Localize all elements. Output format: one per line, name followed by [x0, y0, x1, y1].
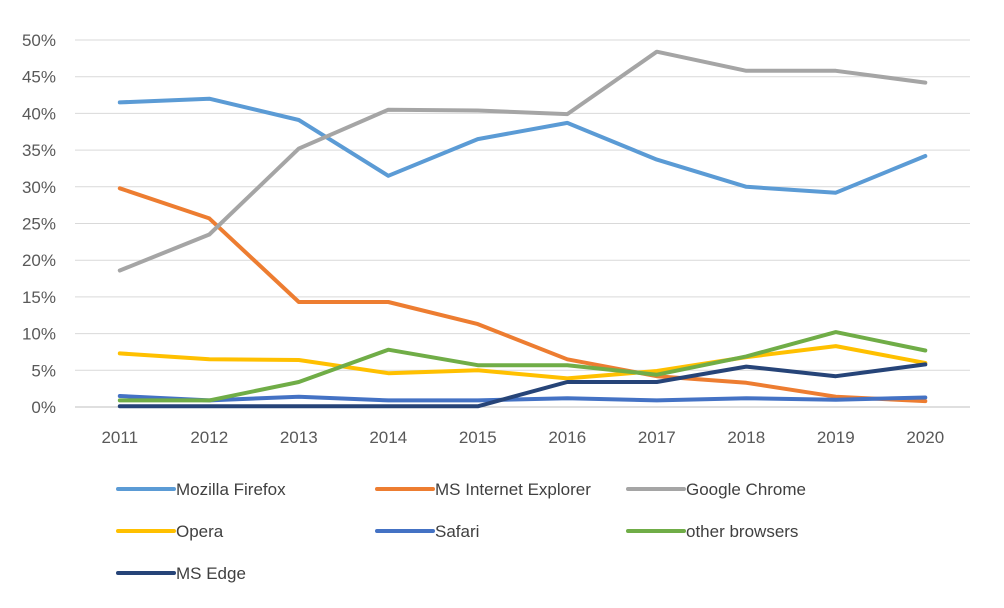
series-line-opera — [117, 344, 928, 381]
y-tick-label: 0% — [31, 398, 56, 417]
legend-item: MS Internet Explorer — [375, 480, 591, 499]
x-tick-label: 2019 — [817, 428, 855, 447]
x-tick-label: 2015 — [459, 428, 497, 447]
legend-label: MS Internet Explorer — [435, 480, 591, 499]
x-tick-label: 2018 — [727, 428, 765, 447]
x-tick-label: 2012 — [190, 428, 228, 447]
series-line-ms-edge — [117, 362, 928, 409]
y-tick-label: 10% — [22, 325, 56, 344]
x-axis-ticks: 2011 2012 2013 2014 2015 2016 2017 2018 2019 2020 — [101, 428, 944, 447]
x-tick-label: 2013 — [280, 428, 318, 447]
y-tick-label: 20% — [22, 251, 56, 270]
legend-item: MS Edge — [116, 564, 246, 583]
y-tick-label: 35% — [22, 141, 56, 160]
x-tick-label: 2011 — [101, 428, 138, 447]
legend-item: Opera — [116, 522, 224, 541]
legend-item: other browsers — [626, 522, 798, 541]
series-line-google-chrome — [117, 49, 928, 273]
legend: Mozilla Firefox MS Internet Explorer Googl… — [116, 480, 806, 583]
legend-label: Google Chrome — [686, 480, 806, 499]
legend-item: Mozilla Firefox — [116, 480, 286, 499]
y-tick-label: 25% — [22, 215, 56, 234]
x-tick-label: 2014 — [369, 428, 407, 447]
y-tick-label: 30% — [22, 178, 56, 197]
series-lines — [117, 49, 928, 409]
x-tick-label: 2016 — [548, 428, 586, 447]
gridlines — [75, 39, 970, 408]
x-tick-label: 2017 — [638, 428, 676, 447]
legend-label: Mozilla Firefox — [176, 480, 286, 499]
series-line-mozilla-firefox — [117, 96, 928, 195]
y-tick-label: 50% — [22, 31, 56, 50]
x-tick-label: 2020 — [906, 428, 944, 447]
legend-label: other browsers — [686, 522, 798, 541]
y-tick-label: 15% — [22, 288, 56, 307]
legend-label: Safari — [435, 522, 479, 541]
y-tick-label: 40% — [22, 104, 56, 123]
series-line-safari — [117, 394, 928, 403]
series-line-other-browsers — [117, 330, 928, 403]
legend-item: Safari — [375, 522, 479, 541]
legend-item: Google Chrome — [626, 480, 806, 499]
series-line-ms-internet-explorer — [117, 186, 928, 404]
y-tick-label: 5% — [31, 361, 56, 380]
legend-label: Opera — [176, 522, 224, 541]
legend-label: MS Edge — [176, 564, 246, 583]
y-axis-ticks: 0% 5% 10% 15% 20% 25% 30% 35% 40% 45% 50% — [22, 31, 56, 417]
y-tick-label: 45% — [22, 68, 56, 87]
